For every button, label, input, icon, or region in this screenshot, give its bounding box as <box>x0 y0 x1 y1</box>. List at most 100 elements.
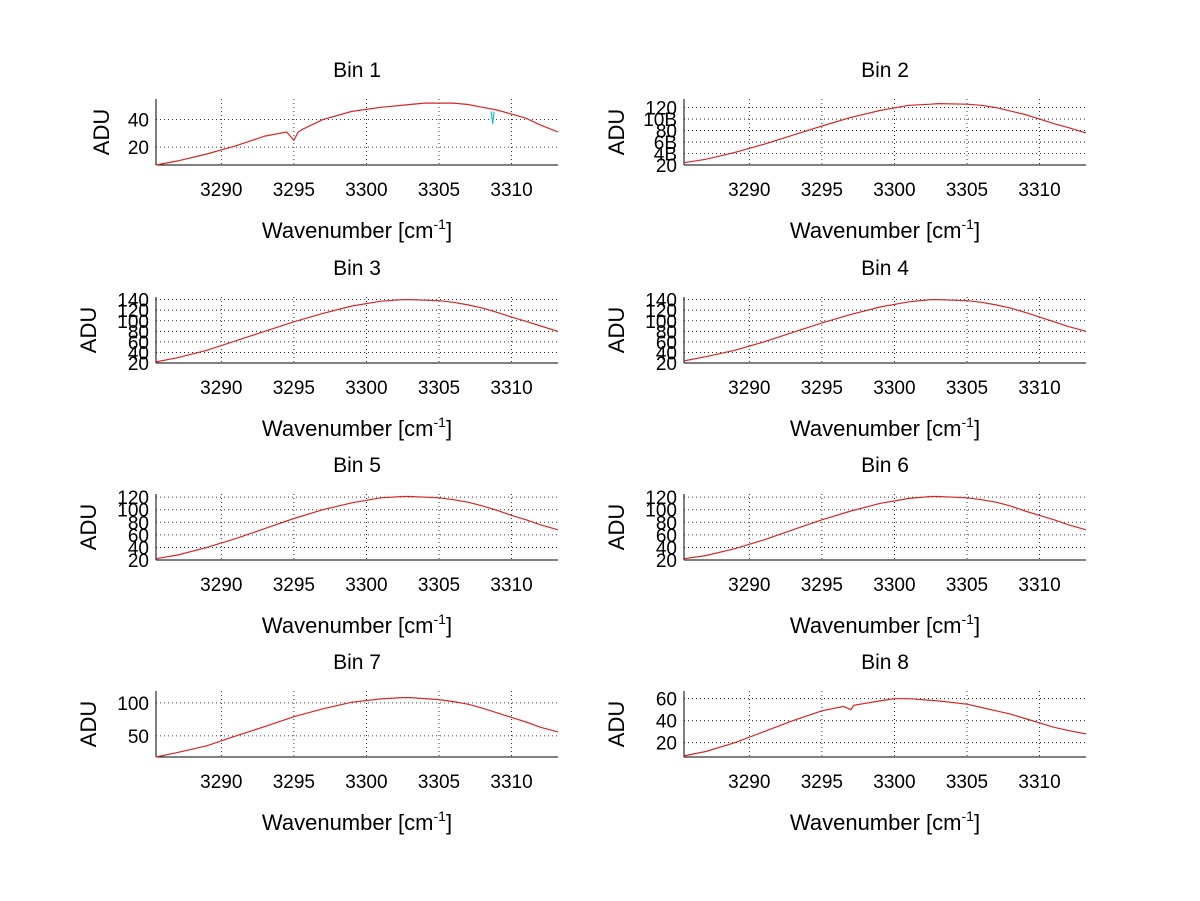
x-axis-label: Wavenumber [cm-1] <box>790 808 980 835</box>
x-tick-label: 3310 <box>1018 575 1060 596</box>
x-tick-label: 3300 <box>873 180 915 201</box>
y-axis-label: ADU <box>604 307 629 353</box>
series-line-1 <box>683 102 1087 164</box>
y-tick-label: 100 <box>117 694 149 715</box>
x-tick-label: 3305 <box>946 378 988 399</box>
x-tick-label: 3305 <box>946 575 988 596</box>
y-tick-label: 60 <box>656 690 677 711</box>
x-tick-label: 3310 <box>1018 378 1060 399</box>
series-line-1 <box>683 698 1087 757</box>
x-tick-label: 3295 <box>273 772 315 793</box>
panel-title: Bin 4 <box>861 257 909 280</box>
y-axis-label: ADU <box>76 504 101 550</box>
y-axis-label: ADU <box>76 307 101 353</box>
y-axis-label: ADU <box>89 109 114 155</box>
x-tick-label: 3300 <box>345 180 387 201</box>
y-tick-label: 60 <box>656 526 677 547</box>
x-axis-label: Wavenumber [cm-1] <box>262 414 452 441</box>
x-tick-label: 3305 <box>418 180 460 201</box>
x-tick-label: 3310 <box>1018 772 1060 793</box>
y-tick-label: 120 <box>645 301 677 322</box>
x-tick-label: 3295 <box>273 575 315 596</box>
x-tick-label: 3300 <box>873 575 915 596</box>
series-line-1 <box>155 299 559 363</box>
panel-1: 3290 3295 3300 3305 3310 20 40 Bin 1 Wavenumber … <box>89 59 559 243</box>
y-tick-label: 80 <box>656 513 677 534</box>
y-axis-label: ADU <box>604 701 629 747</box>
x-tick-label: 3300 <box>345 575 387 596</box>
y-tick-label: 20 <box>128 138 149 159</box>
panel-title: Bin 3 <box>333 257 381 280</box>
y-tick-label: 120 <box>117 301 149 322</box>
y-tick-label: 120 <box>117 488 149 509</box>
x-tick-label: 3295 <box>801 180 843 201</box>
x-tick-label: 3290 <box>728 575 770 596</box>
y-tick-label: 20 <box>656 551 677 572</box>
y-tick-label: 20 <box>656 156 677 177</box>
series-line-1 <box>155 495 559 560</box>
x-tick-label: 3290 <box>200 180 242 201</box>
x-tick-label: 3290 <box>200 575 242 596</box>
x-tick-label: 3295 <box>273 378 315 399</box>
x-tick-label: 3300 <box>345 772 387 793</box>
y-tick-label: 40 <box>128 538 149 559</box>
y-tick-label: 40 <box>656 343 677 364</box>
y-tick-label: 80 <box>656 322 677 343</box>
y-tick-label: 60 <box>656 333 677 354</box>
y-tick-label: 140 <box>645 291 677 312</box>
y-tick-label: 40 <box>656 712 677 733</box>
y-tick-label: 100 <box>117 312 149 333</box>
y-tick-label: 120 <box>645 488 677 509</box>
y-tick-label: 100 <box>117 501 149 522</box>
x-tick-label: 3290 <box>200 772 242 793</box>
y-axis-label: ADU <box>604 109 629 155</box>
y-tick-label: 20 <box>656 734 677 755</box>
y-tick-label: 40 <box>128 343 149 364</box>
x-tick-label: 3305 <box>418 378 460 399</box>
y-axis-label: ADU <box>604 504 629 550</box>
y-tick-label: 20 <box>128 551 149 572</box>
y-tick-label: 20 <box>128 354 149 375</box>
x-axis-label: Wavenumber [cm-1] <box>262 216 452 243</box>
x-tick-label: 3290 <box>728 378 770 399</box>
panel-title: Bin 5 <box>333 454 381 477</box>
y-tick-label: 80 <box>656 122 677 143</box>
x-axis-label: Wavenumber [cm-1] <box>790 216 980 243</box>
x-tick-label: 3310 <box>490 180 532 201</box>
x-tick-label: 3300 <box>873 378 915 399</box>
x-axis-label: Wavenumber [cm-1] <box>790 414 980 441</box>
x-tick-label: 3310 <box>490 575 532 596</box>
x-tick-label: 3310 <box>1018 180 1060 201</box>
x-tick-label: 3300 <box>345 378 387 399</box>
y-tick-label: 40 <box>128 111 149 132</box>
x-tick-label: 3295 <box>801 378 843 399</box>
y-tick-label: 50 <box>128 727 149 748</box>
series-line-1 <box>683 299 1087 362</box>
x-axis-label: Wavenumber [cm-1] <box>262 808 452 835</box>
series-line-2 <box>490 111 495 124</box>
x-tick-label: 3305 <box>946 772 988 793</box>
y-tick-label: 140 <box>117 291 149 312</box>
x-tick-label: 3310 <box>490 378 532 399</box>
x-tick-label: 3290 <box>728 772 770 793</box>
x-tick-label: 3295 <box>273 180 315 201</box>
y-tick-label: 4B <box>654 145 677 166</box>
x-tick-label: 3300 <box>873 772 915 793</box>
x-tick-label: 3290 <box>728 180 770 201</box>
panel-title: Bin 7 <box>333 651 381 674</box>
x-axis-label: Wavenumber [cm-1] <box>262 611 452 638</box>
panel-title: Bin 6 <box>861 454 909 477</box>
y-tick-label: 120 <box>645 99 677 120</box>
x-tick-label: 3290 <box>200 378 242 399</box>
y-tick-label: 20 <box>656 354 677 375</box>
y-tick-label: 100 <box>645 501 677 522</box>
x-tick-label: 3305 <box>418 575 460 596</box>
panel-title: Bin 1 <box>333 59 381 82</box>
x-tick-label: 3310 <box>490 772 532 793</box>
y-tick-label: 10B <box>643 110 677 131</box>
